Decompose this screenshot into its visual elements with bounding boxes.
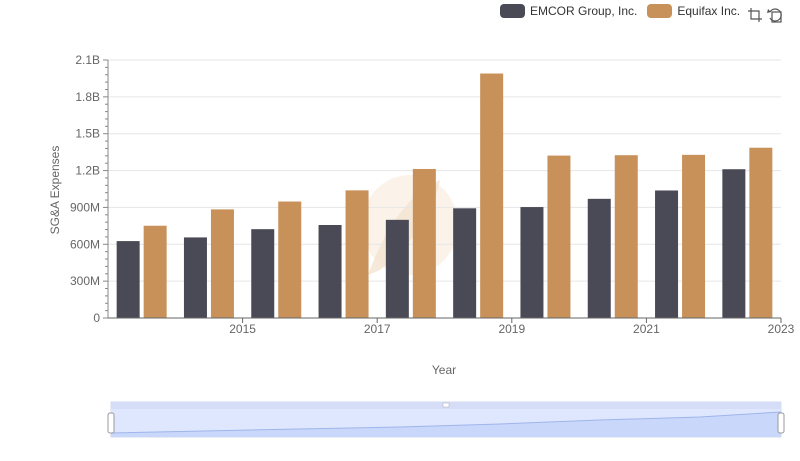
- x-tick-label: 2023: [768, 322, 795, 336]
- y-tick-label: 0: [93, 311, 100, 325]
- x-axis: 2015 2017 2019 2021 2023: [108, 317, 795, 336]
- bar: [682, 154, 706, 318]
- x-axis-title: Year: [432, 363, 456, 377]
- bar: [385, 219, 409, 318]
- bars: [116, 73, 773, 318]
- bar: [278, 201, 302, 318]
- data-zoom-slider[interactable]: [107, 401, 785, 438]
- x-tick-label: 2021: [633, 322, 660, 336]
- y-axis: 0 300M 600M 900M 1.2B 1.5B 1.8B 2.1B: [70, 53, 109, 325]
- data-zoom-area: [111, 412, 781, 437]
- watermark-logo: [362, 175, 458, 275]
- y-tick-label: 1.5B: [75, 127, 100, 141]
- y-tick-label: 300M: [70, 274, 100, 288]
- x-tick-label: 2017: [364, 322, 391, 336]
- bar: [412, 168, 436, 318]
- bar: [210, 209, 234, 318]
- bar: [520, 207, 544, 318]
- x-tick-label: 2015: [229, 322, 256, 336]
- bar: [587, 198, 611, 318]
- bar: [749, 147, 773, 318]
- bar: [116, 241, 140, 318]
- data-zoom-line: [110, 411, 782, 434]
- legend-label: Equifax Inc.: [677, 4, 741, 18]
- data-zoom-left-handle[interactable]: [107, 412, 115, 434]
- bar: [318, 224, 342, 318]
- legend-item[interactable]: EMCOR Group, Inc.: [500, 4, 637, 18]
- data-zoom-right-handle[interactable]: [777, 412, 785, 434]
- bar: [453, 208, 477, 318]
- zoom-icon[interactable]: [746, 6, 764, 24]
- bar: [143, 225, 167, 318]
- x-tick-label: 2019: [498, 322, 525, 336]
- legend-swatch: [647, 4, 673, 18]
- y-tick-label: 1.2B: [75, 164, 100, 178]
- bar: [251, 229, 275, 318]
- legend-item[interactable]: Equifax Inc.: [647, 4, 740, 18]
- bar: [480, 73, 504, 318]
- y-tick-label: 900M: [70, 200, 100, 214]
- y-tick-label: 2.1B: [75, 53, 100, 67]
- restore-icon[interactable]: [766, 6, 784, 24]
- legend-swatch: [500, 4, 525, 18]
- legend: EMCOR Group, Inc. Equifax Inc.: [500, 4, 750, 18]
- bar: [655, 190, 679, 318]
- bar: [345, 190, 369, 318]
- bar: [183, 237, 207, 318]
- bar: [722, 169, 746, 318]
- toolbox: [746, 6, 786, 24]
- data-zoom-move-handle[interactable]: [442, 402, 450, 408]
- y-tick-label: 1.8B: [75, 90, 100, 104]
- y-axis-title: SG&A Expenses: [48, 146, 62, 235]
- y-tick-label: 600M: [70, 237, 100, 251]
- legend-label: EMCOR Group, Inc.: [530, 4, 638, 18]
- bar: [614, 155, 638, 318]
- bar: [547, 155, 571, 318]
